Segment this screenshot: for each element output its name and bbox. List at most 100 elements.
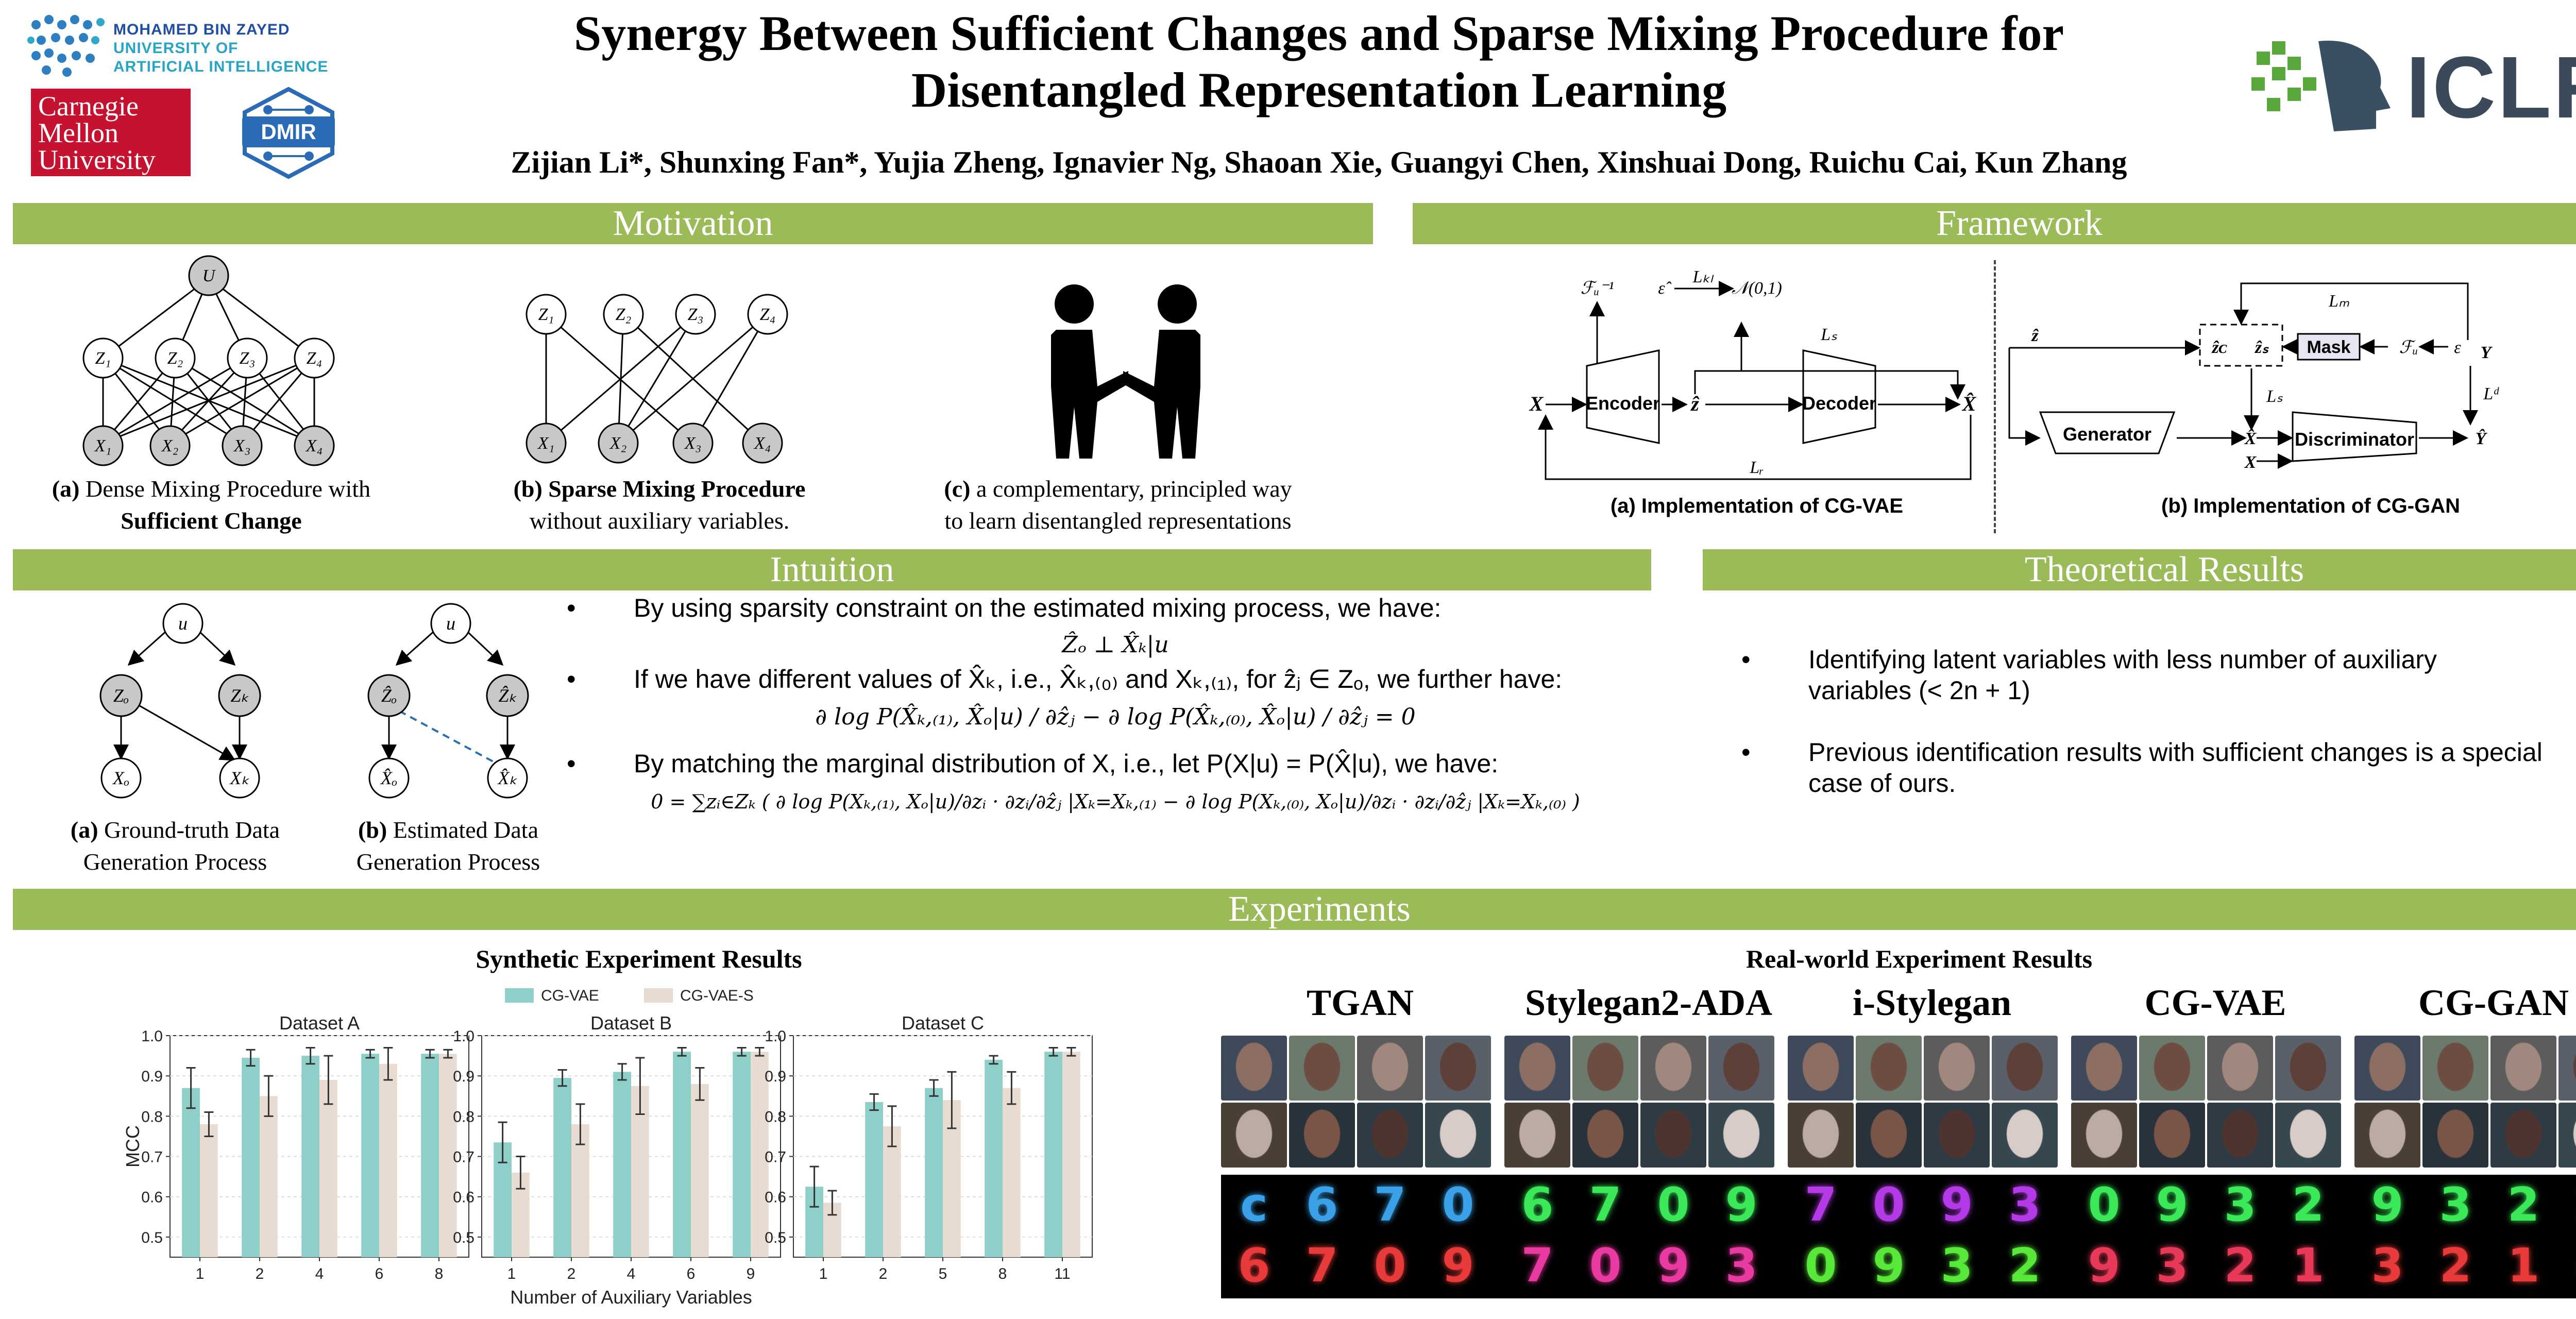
x-tick-label: 1 bbox=[507, 1265, 516, 1282]
cg-gan-diagram: Generator Discriminator Mask ẑ ẑᴄ ẑₛ ℱᵤ … bbox=[2008, 282, 2499, 472]
x-tick-label: 6 bbox=[375, 1265, 384, 1282]
face-sample-image bbox=[1357, 1103, 1423, 1168]
face-sample-image bbox=[1504, 1036, 1570, 1101]
vae-input-x: X bbox=[1529, 392, 1544, 415]
discriminator-label: Discriminator bbox=[2295, 429, 2414, 450]
bar-cg-vae bbox=[361, 1054, 379, 1257]
sparse-node-z4: Z₄ bbox=[760, 305, 776, 324]
theory-bullets: Identifying latent variables with less n… bbox=[1741, 644, 2545, 805]
mbzuai-dots-icon bbox=[27, 15, 105, 77]
poster-title-line1: Synergy Between Sufficient Changes and S… bbox=[573, 6, 2064, 61]
face-sample-image bbox=[1708, 1036, 1774, 1101]
y-tick-label: 0.6 bbox=[453, 1189, 474, 1206]
legend-swatch bbox=[644, 988, 673, 1003]
digit-sample-image: 7 bbox=[1589, 1177, 1622, 1232]
dmir-hexagon-icon bbox=[243, 87, 334, 179]
intuition-eq-3: 0 = ∑ᴢᵢ∈Zₖ ( ∂ log P(Xₖ,₍₁₎, Xₒ|u)/∂zᵢ ·… bbox=[651, 790, 1580, 813]
x-tick-label: 4 bbox=[627, 1265, 636, 1282]
x-tick-label: 2 bbox=[256, 1265, 264, 1282]
digit-sample-image: 3 bbox=[2371, 1238, 2404, 1293]
bar-cg-vae-s bbox=[571, 1124, 589, 1257]
intuition-bullets: By using sparsity constraint on the esti… bbox=[567, 593, 1664, 817]
sparse-node-z1: Z₁ bbox=[538, 305, 554, 324]
digit-sample-image: 3 bbox=[1940, 1238, 1973, 1293]
intuition-eq-2: ∂ log P(X̂ₖ,₍₁₎, X̂ₒ|u) / ∂ẑⱼ − ∂ log P(… bbox=[815, 704, 1416, 730]
digit-sample-image: 7 bbox=[1306, 1238, 1338, 1293]
framework-caption-b: (b) Implementation of CG-GAN bbox=[2161, 495, 2460, 517]
caption-a-label: (a) bbox=[52, 476, 80, 502]
y-tick-label: 1.0 bbox=[453, 1028, 474, 1045]
face-sample-image bbox=[1924, 1103, 1990, 1168]
face-sample-image bbox=[1788, 1036, 1854, 1101]
gan-zc: ẑᴄ bbox=[2211, 338, 2227, 357]
caption-c-text: a complementary, principled way bbox=[970, 476, 1292, 502]
x-tick-label: 2 bbox=[879, 1265, 888, 1282]
dmir-logo: DMIR bbox=[237, 87, 340, 179]
digit-sample-image: 7 bbox=[1521, 1238, 1554, 1293]
digit-sample-grid: c67067096709709370930932093293219321321c bbox=[1221, 1175, 2576, 1298]
face-sample-image bbox=[1357, 1036, 1423, 1101]
caption-sparse-mixing: (b) Sparse Mixing Procedure without auxi… bbox=[464, 473, 855, 537]
bar-cg-vae bbox=[865, 1102, 883, 1257]
section-header-theory: Theoretical Results bbox=[1703, 549, 2576, 590]
bar-cg-vae bbox=[985, 1059, 1003, 1257]
panel-title: Dataset B bbox=[590, 1012, 672, 1034]
sparse-mixing-graph: Z₁ Z₂ Z₃ Z₄ X₁ X₂ X₃ X₄ bbox=[526, 294, 788, 464]
face-sample-image bbox=[1924, 1036, 1990, 1101]
cmu-line2: Mellon bbox=[38, 117, 118, 148]
face-sample-image bbox=[1788, 1103, 1854, 1168]
section-header-experiments: Experiments bbox=[13, 889, 2576, 930]
face-sample-image bbox=[2490, 1103, 2556, 1168]
est-node-xk: X̂ₖ bbox=[497, 768, 517, 788]
x-tick-label: 2 bbox=[567, 1265, 576, 1282]
face-sample-image bbox=[1572, 1103, 1638, 1168]
method-stylegan2: Stylegan2-ADA bbox=[1525, 982, 1772, 1023]
method-cggan: CG-GAN bbox=[2418, 982, 2569, 1023]
bar-cg-vae-s bbox=[439, 1054, 457, 1257]
intuition-bullet-1: By using sparsity constraint on the esti… bbox=[567, 593, 1664, 623]
y-tick-label: 0.8 bbox=[765, 1108, 786, 1125]
face-sample-image bbox=[1425, 1103, 1491, 1168]
digit-sample-image: 3 bbox=[2439, 1177, 2472, 1232]
bar-cg-vae-s bbox=[379, 1063, 397, 1257]
x-tick-label: 1 bbox=[819, 1265, 828, 1282]
node-z3: Z₃ bbox=[240, 349, 256, 368]
legend-swatch bbox=[505, 988, 534, 1003]
cmu-logo: Carnegie Mellon University bbox=[31, 89, 191, 176]
face-sample-image bbox=[1504, 1103, 1570, 1168]
caption-complementary: (c) a complementary, principled way to l… bbox=[886, 473, 1350, 537]
caption-c-label: (c) bbox=[944, 476, 971, 502]
face-sample-image bbox=[1856, 1103, 1922, 1168]
digit-sample-image: 7 bbox=[1804, 1177, 1837, 1232]
digit-sample-image: 9 bbox=[2088, 1238, 2121, 1293]
face-sample-image bbox=[2490, 1036, 2556, 1101]
method-tgan: TGAN bbox=[1306, 982, 1414, 1023]
face-sample-image bbox=[1289, 1103, 1355, 1168]
node-z2: Z₂ bbox=[167, 349, 183, 368]
gt-node-xo: Xₒ bbox=[112, 768, 129, 788]
est-node-xo: X̂ₒ bbox=[380, 768, 397, 788]
est-node-u: u bbox=[446, 613, 455, 634]
mbzuai-logo: MOHAMED BIN ZAYED UNIVERSITY OF ARTIFICI… bbox=[26, 9, 355, 81]
x-tick-label: 5 bbox=[939, 1265, 947, 1282]
gan-loss-m: Lₘ bbox=[2328, 292, 2350, 311]
est-node-zo: Ẑₒ bbox=[381, 685, 397, 706]
bar-cg-vae-s bbox=[691, 1084, 709, 1257]
face-sample-image bbox=[1992, 1103, 2058, 1168]
vae-epsilon-hat: ε̂ bbox=[1658, 279, 1671, 298]
synthetic-title: Synthetic Experiment Results bbox=[476, 944, 802, 973]
theory-bullet-1: Identifying latent variables with less n… bbox=[1741, 644, 2545, 706]
bar-cg-vae bbox=[1044, 1052, 1062, 1257]
digit-sample-image: 3 bbox=[2156, 1238, 2189, 1293]
face-sample-image bbox=[2275, 1103, 2341, 1168]
ground-truth-graph: u Zₒ Zₖ Xₒ Xₖ bbox=[99, 603, 261, 799]
y-tick-label: 0.8 bbox=[141, 1108, 163, 1125]
face-sample-image bbox=[2354, 1036, 2420, 1101]
bar-cg-vae-s bbox=[200, 1124, 218, 1257]
caption-ground-truth: (a) Ground-truth Data Generation Process bbox=[21, 814, 330, 878]
x-tick-label: 8 bbox=[998, 1265, 1007, 1282]
gan-loss-s: Lₛ bbox=[2266, 387, 2283, 406]
mcc-bar-chart: CG-VAE CG-VAE-S Dataset A 0.5 0.6 0.7 0.8 0.9 1.… bbox=[124, 987, 1093, 1308]
caption-estimated: (b) Estimated Data Generation Process bbox=[294, 814, 603, 878]
face-sample-image bbox=[2207, 1103, 2273, 1168]
